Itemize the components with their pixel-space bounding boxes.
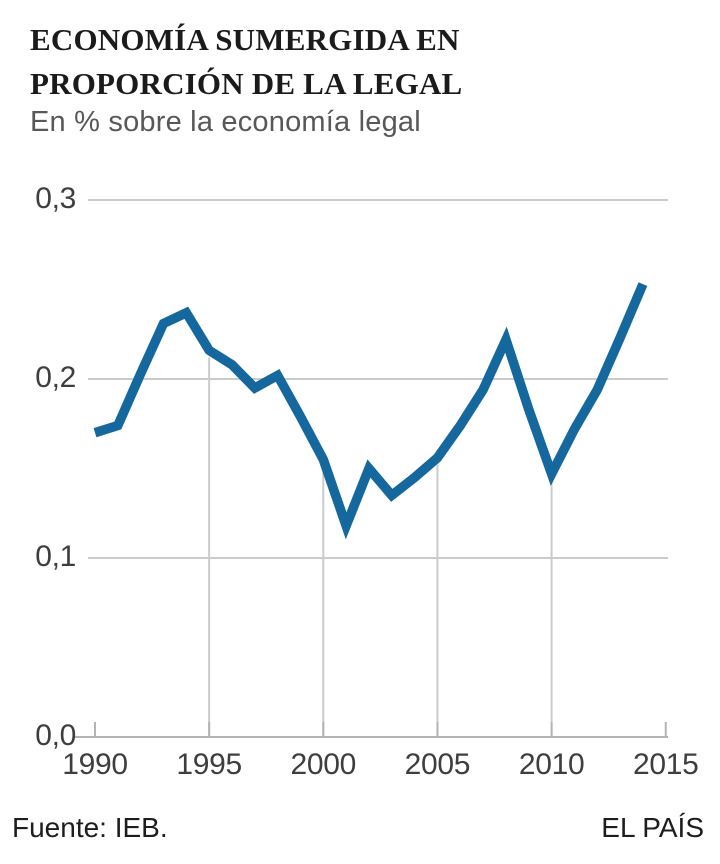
x-tick-label: 1990 (62, 748, 128, 781)
brand-label: EL PAÍS (601, 812, 704, 843)
y-tick-label: 0,0 (35, 719, 76, 752)
y-tick-label: 0,1 (35, 540, 76, 573)
x-tick-label: 2010 (518, 748, 585, 781)
x-tick-label: 2000 (290, 748, 357, 781)
x-tick-label: 2005 (404, 748, 471, 781)
source-label: Fuente: IEB. (12, 812, 168, 843)
chart-title-line-2: PROPORCIÓN DE LA LEGAL (30, 66, 463, 101)
series-line (93, 282, 648, 540)
y-tick-label: 0,3 (35, 182, 76, 215)
chart-title: ECONOMÍA SUMERGIDA EN PROPORCIÓN DE LA L… (30, 18, 462, 106)
chart-subtitle: En % sobre la economía legal (30, 106, 421, 138)
y-tick-label: 0,2 (35, 361, 76, 394)
x-tick-label: 1995 (176, 748, 242, 781)
chart-title-line-1: ECONOMÍA SUMERGIDA EN (30, 22, 460, 57)
chart-footer: Fuente: IEB. EL PAÍS (12, 812, 704, 844)
x-tick-label: 2015 (632, 748, 699, 781)
